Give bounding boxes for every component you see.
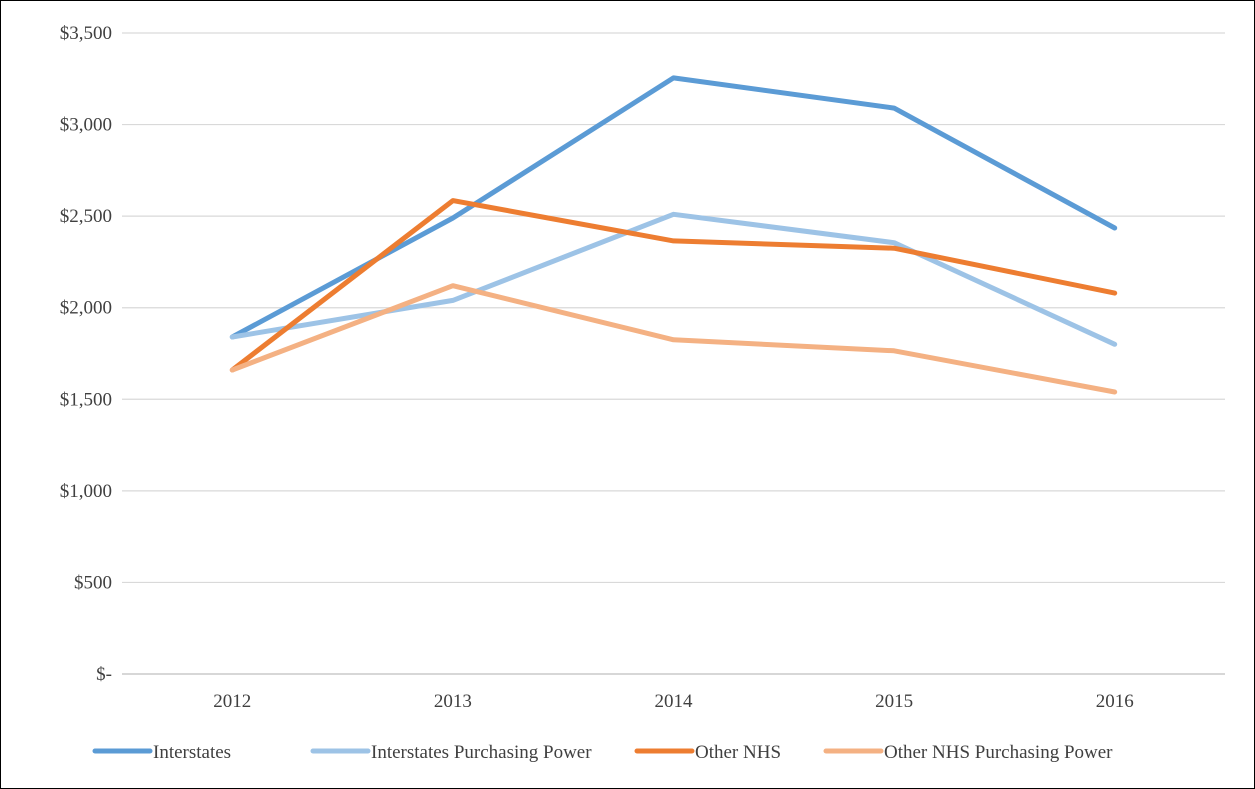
series-line-2 — [232, 214, 1114, 344]
y-tick-label: $- — [96, 664, 112, 685]
x-axis-tick-labels: 2012 2013 2014 2015 2016 — [213, 691, 1133, 712]
y-tick-label: $1,500 — [60, 389, 112, 410]
legend-label: Interstates Purchasing Power — [371, 742, 592, 763]
y-tick-label: $2,500 — [60, 206, 112, 227]
gridlines — [122, 33, 1225, 674]
legend-label: Interstates — [153, 742, 231, 763]
y-tick-label: $2,000 — [60, 298, 112, 319]
legend-label: Other NHS Purchasing Power — [884, 742, 1113, 763]
y-tick-label: $1,000 — [60, 481, 112, 502]
legend: Interstates Interstates Purchasing Power O… — [95, 742, 1113, 763]
legend-label: Other NHS — [695, 742, 781, 763]
y-tick-label: $3,000 — [60, 115, 112, 136]
x-tick-label: 2014 — [655, 691, 694, 712]
x-tick-label: 2013 — [434, 691, 472, 712]
series-line-1 — [232, 78, 1114, 337]
x-tick-label: 2015 — [875, 691, 913, 712]
y-tick-label: $500 — [74, 572, 112, 593]
x-tick-label: 2012 — [213, 691, 251, 712]
series-line-4 — [232, 286, 1114, 392]
y-axis-tick-labels: $- $500 $1,000 $1,500 $2,000 $2,500 $3,000 $3,5… — [60, 23, 112, 685]
x-tick-label: 2016 — [1096, 691, 1134, 712]
y-tick-label: $3,500 — [60, 23, 112, 44]
